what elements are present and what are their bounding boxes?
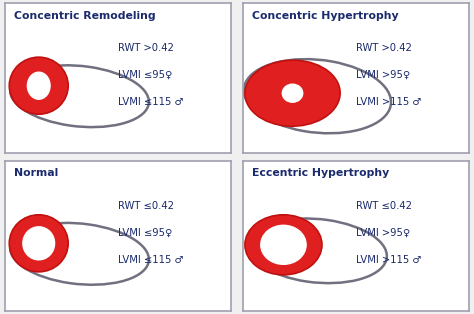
Text: Normal: Normal — [14, 168, 58, 178]
Text: RWT >0.42: RWT >0.42 — [356, 43, 412, 53]
Text: RWT >0.42: RWT >0.42 — [118, 43, 174, 53]
Text: LVMI >95♀: LVMI >95♀ — [356, 70, 410, 80]
Ellipse shape — [261, 225, 306, 264]
Text: Eccentric Hypertrophy: Eccentric Hypertrophy — [252, 168, 389, 178]
Text: LVMI >115 ♂: LVMI >115 ♂ — [356, 97, 421, 107]
Text: Concentric Hypertrophy: Concentric Hypertrophy — [252, 11, 398, 21]
Ellipse shape — [23, 227, 55, 260]
Text: LVMI ≤115 ♂: LVMI ≤115 ♂ — [118, 97, 183, 107]
Ellipse shape — [9, 215, 68, 272]
Text: LVMI ≤95♀: LVMI ≤95♀ — [118, 228, 173, 238]
Ellipse shape — [245, 215, 322, 275]
Text: LVMI >115 ♂: LVMI >115 ♂ — [356, 255, 421, 265]
Text: LVMI ≤95♀: LVMI ≤95♀ — [118, 70, 173, 80]
Text: LVMI ≤115 ♂: LVMI ≤115 ♂ — [118, 255, 183, 265]
Text: Concentric Remodeling: Concentric Remodeling — [14, 11, 155, 21]
Text: LVMI >95♀: LVMI >95♀ — [356, 228, 410, 238]
Text: RWT ≤0.42: RWT ≤0.42 — [118, 201, 174, 211]
Ellipse shape — [27, 72, 50, 99]
Text: RWT ≤0.42: RWT ≤0.42 — [356, 201, 412, 211]
Ellipse shape — [283, 84, 303, 102]
Ellipse shape — [9, 57, 68, 114]
Ellipse shape — [245, 60, 340, 126]
